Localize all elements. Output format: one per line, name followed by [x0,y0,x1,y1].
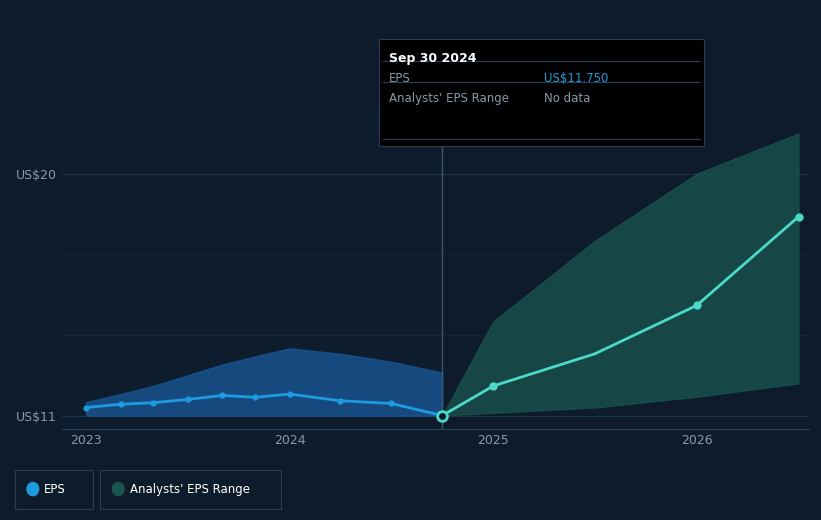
Text: EPS: EPS [389,72,410,85]
Text: No data: No data [544,92,589,105]
Text: Analysts' EPS Range: Analysts' EPS Range [130,483,250,496]
Text: Analysts' EPS Range: Analysts' EPS Range [389,92,509,105]
Text: Analysts Forecasts: Analysts Forecasts [448,120,558,133]
Text: Actual: Actual [399,120,436,133]
Bar [62,107,443,429]
Text: Sep 30 2024: Sep 30 2024 [389,52,477,65]
Text: US$11.750: US$11.750 [544,72,608,85]
Text: EPS: EPS [44,483,66,496]
